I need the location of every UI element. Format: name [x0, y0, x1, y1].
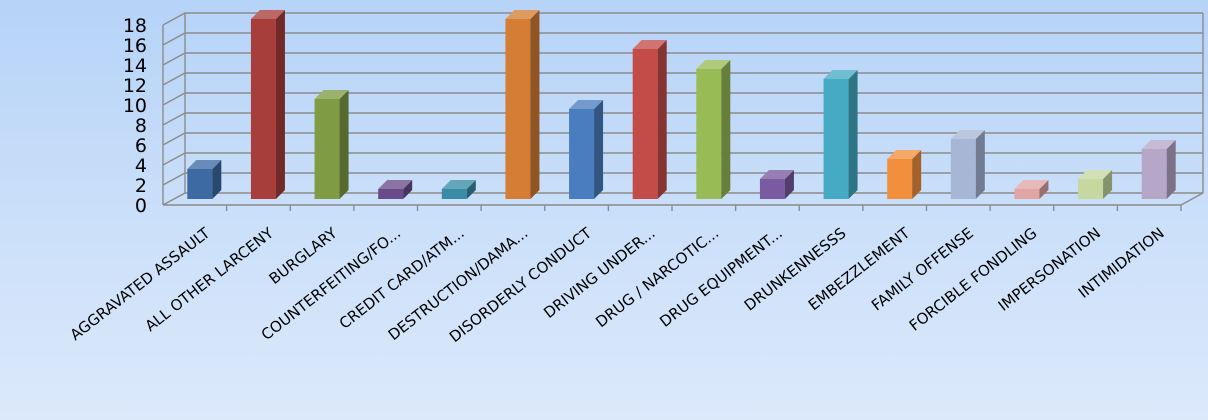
bar-top-face — [632, 40, 667, 49]
bar-side-face — [594, 100, 604, 199]
gridline — [162, 112, 1203, 126]
bar — [1014, 180, 1049, 199]
bar — [759, 170, 794, 199]
y-tick-label: 6 — [135, 135, 147, 157]
bar — [569, 100, 604, 199]
chart-bars — [187, 10, 1176, 199]
bar-side-face — [848, 70, 858, 199]
bar-side-face — [275, 10, 285, 199]
bar-top-face — [314, 90, 349, 99]
bar — [950, 130, 985, 199]
bar-side-face — [212, 160, 222, 199]
bar-front-face — [378, 189, 404, 199]
bar-side-face — [466, 180, 476, 199]
bar — [505, 10, 540, 199]
gridline — [162, 32, 1203, 46]
bar-top-face — [1141, 140, 1176, 149]
gridline — [162, 132, 1203, 146]
bar — [632, 40, 667, 199]
bar-side-face — [975, 130, 985, 199]
bar-top-face — [1014, 180, 1049, 189]
gridline — [162, 52, 1203, 66]
bar-front-face — [1078, 179, 1104, 199]
bar-front-face — [696, 69, 722, 199]
bar-top-face — [1078, 170, 1113, 179]
gridline — [162, 92, 1203, 106]
bar — [314, 90, 349, 199]
bar — [1078, 170, 1113, 199]
bar-top-face — [250, 10, 285, 19]
bar-top-face — [759, 170, 794, 179]
bar-top-face — [569, 100, 604, 109]
y-tick-label: 16 — [123, 35, 147, 57]
bar-side-face — [721, 60, 731, 199]
bar-top-face — [187, 160, 222, 169]
y-tick-label: 10 — [123, 95, 147, 117]
y-tick-label: 12 — [123, 75, 147, 97]
bar-front-face — [505, 19, 531, 199]
gridline — [162, 172, 1203, 186]
bar — [250, 10, 285, 199]
bar-side-face — [784, 170, 794, 199]
gridline — [162, 72, 1203, 86]
bar-side-face — [912, 150, 922, 199]
bar — [378, 180, 413, 199]
chart-gridlines — [162, 12, 1204, 211]
bar-front-face — [250, 19, 276, 199]
bar-front-face — [950, 139, 976, 199]
bar-top-face — [696, 60, 731, 69]
bar-side-face — [1166, 140, 1176, 199]
bar-front-face — [441, 189, 467, 199]
bar-front-face — [632, 49, 658, 199]
y-tick-label: 0 — [135, 195, 147, 217]
bar-front-face — [823, 79, 849, 199]
bar-side-face — [1103, 170, 1113, 199]
bar-top-face — [887, 150, 922, 159]
chart-walls — [162, 13, 1204, 205]
bar-side-face — [657, 40, 667, 199]
bar-side-face — [1039, 180, 1049, 199]
x-category-label: DRIVING UNDER... — [540, 224, 658, 322]
bar — [441, 180, 476, 199]
bar-side-face — [403, 180, 413, 199]
bar-front-face — [1014, 189, 1040, 199]
x-category-label: DRUG EQUIPMENT... — [656, 224, 786, 331]
gridline — [162, 152, 1203, 166]
gridline — [162, 192, 1203, 206]
y-tick-label: 8 — [135, 115, 147, 137]
bar-front-face — [569, 109, 595, 199]
bar-top-face — [441, 180, 476, 189]
bar-top-face — [950, 130, 985, 139]
bar-top-face — [505, 10, 540, 19]
bar-side-face — [530, 10, 540, 199]
bar-top-face — [378, 180, 413, 189]
floor-right-edge — [1180, 192, 1204, 206]
bar — [696, 60, 731, 199]
y-tick-label: 18 — [123, 15, 147, 37]
gridline — [162, 12, 1203, 26]
bar-front-face — [314, 99, 340, 199]
bar-side-face — [339, 90, 349, 199]
y-tick-label: 14 — [123, 55, 147, 77]
bar-front-face — [759, 179, 785, 199]
bar — [1141, 140, 1176, 199]
y-tick-label: 4 — [135, 155, 147, 177]
bar — [823, 70, 858, 199]
y-tick-label: 2 — [135, 175, 147, 197]
bar — [187, 160, 222, 199]
bar-top-face — [823, 70, 858, 79]
bar-front-face — [1141, 149, 1167, 199]
bar-front-face — [187, 169, 213, 199]
bar — [887, 150, 922, 199]
bar-front-face — [887, 159, 913, 199]
